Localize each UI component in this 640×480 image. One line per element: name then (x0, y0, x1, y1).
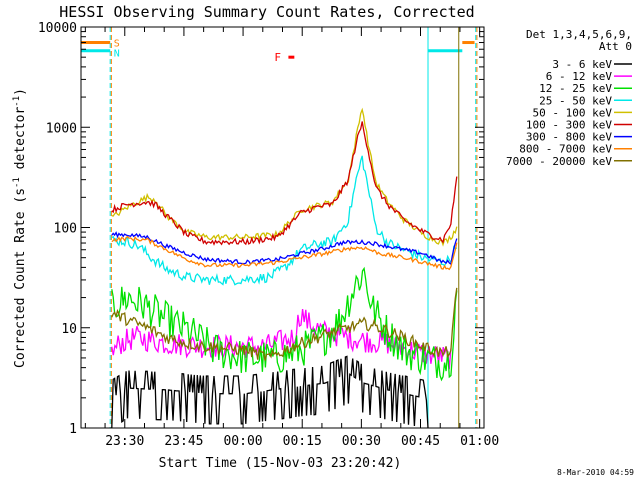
axes: 1 10 100 1000 10000 23:30 23:45 00:00 00:15 00:30… (38, 21, 499, 449)
series-layer (111, 107, 458, 429)
legend-label: 7000 - 20000 keV (506, 155, 612, 168)
legend-label: 25 - 50 keV (539, 94, 612, 107)
y-tick-label: 1 (69, 422, 77, 437)
night-flag-label: N (114, 49, 120, 60)
series-line-100-300keV (111, 121, 458, 246)
series-line-6-12keV (111, 309, 452, 370)
x-tick-label: 00:15 (283, 434, 322, 449)
series-line-3-6keV (111, 355, 429, 429)
legend-label: 3 - 6 keV (552, 58, 612, 71)
saa-flag-label: S (114, 39, 120, 50)
y-tick-label: 1000 (46, 121, 77, 136)
x-tick-label: 00:00 (223, 434, 262, 449)
series-line-800-7000keV (111, 235, 458, 271)
chart-title: HESSI Observing Summary Count Rates, Cor… (59, 3, 474, 21)
generation-timestamp: 8-Mar-2010 04:59 (557, 468, 634, 477)
legend-label: 800 - 7000 keV (519, 143, 612, 156)
x-tick-label: 00:45 (401, 434, 440, 449)
series-line-50-100keV (111, 107, 458, 247)
flare-flag-label: F (274, 51, 281, 64)
x-tick-label: 00:30 (342, 434, 381, 449)
x-axis-label: Start Time (15-Nov-03 23:20:42) (159, 456, 402, 471)
legend-label: 6 - 12 keV (546, 70, 613, 83)
series-line-7000-20000keV (111, 287, 458, 361)
y-tick-label: 100 (54, 222, 77, 237)
y-axis-label: Corrected Count Rate (s-1 detector-1) (12, 88, 28, 368)
x-tick-label: 23:30 (105, 434, 144, 449)
x-tick-label: 01:00 (460, 434, 499, 449)
legend-label: 50 - 100 keV (533, 106, 613, 119)
legend-label: 100 - 300 keV (526, 119, 612, 132)
series-line-12-25keV (111, 266, 458, 382)
legend-label: 300 - 800 keV (526, 131, 612, 144)
series-line-25-50keV (111, 155, 458, 286)
legend-header-line-1: Det 1,3,4,5,6,9, (526, 28, 632, 41)
y-tick-label: 10000 (38, 21, 77, 36)
x-tick-label: 23:45 (164, 434, 203, 449)
y-tick-label: 10 (61, 322, 77, 337)
series-line-300-800keV (111, 231, 458, 266)
legend-header-line-2: Att 0 (599, 40, 632, 53)
legend-label: 12 - 25 keV (539, 82, 612, 95)
